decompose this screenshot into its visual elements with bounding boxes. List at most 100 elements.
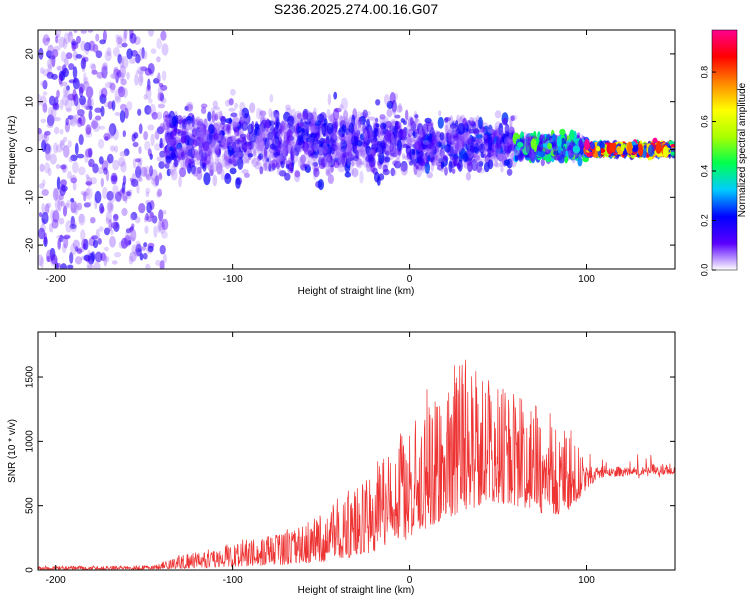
spectrogram-blob [264, 120, 269, 133]
spectrogram-blob [93, 261, 101, 269]
spectrogram-blob [356, 158, 363, 169]
spectrogram-blob [221, 154, 227, 161]
spectrogram-blob [212, 138, 219, 151]
spectrogram-blob [279, 128, 283, 135]
spectrogram-blob [47, 202, 52, 208]
spectrogram-blob [91, 63, 97, 72]
spectrogram-blob [107, 202, 113, 212]
spectrogram-blob [138, 146, 142, 155]
spectrogram-blob [153, 78, 160, 84]
spectrogram-blob [317, 179, 324, 191]
spectrogram-blob [124, 107, 129, 119]
spectrogram-blob [67, 31, 73, 43]
spectrogram-blob [159, 150, 166, 158]
spectrogram-blob [203, 172, 211, 186]
spectrogram-blob [197, 148, 202, 159]
spectrogram-blob [633, 146, 639, 153]
spectrogram-blob [143, 94, 148, 100]
spectrogram-blob [46, 71, 54, 79]
spectrogram-blob [55, 35, 59, 44]
spectrogram-blob [237, 150, 244, 160]
spectrogram-blob [165, 116, 170, 129]
spectrogram-blob [83, 81, 90, 89]
spectrogram-blob [68, 63, 75, 71]
spectrogram-blob [139, 252, 144, 261]
spectrogram-blob [389, 142, 394, 153]
spectrogram-blob [457, 163, 461, 169]
spectrogram-blob [78, 213, 85, 224]
spectrogram-blob [268, 108, 273, 118]
spectrogram-blob [147, 124, 155, 131]
spectrogram-blob [64, 98, 73, 112]
spectrogram-blob [55, 164, 61, 169]
spectrogram-blob [87, 97, 92, 109]
spectrogram-blob [291, 146, 296, 158]
spectrogram-blob [475, 162, 483, 173]
spectrogram-blob [155, 259, 161, 266]
spectrogram-blob [270, 110, 278, 123]
spectrogram-blob [113, 47, 120, 57]
spectrogram-blob [226, 136, 231, 142]
spectrogram-blob [306, 160, 311, 169]
spectrogram-blob [54, 198, 61, 211]
spectrogram-blob [478, 116, 483, 130]
spectrogram-blob [132, 141, 139, 148]
spectrogram-blob [280, 142, 287, 154]
spectrogram-blob [147, 245, 154, 253]
spectrogram-blob [164, 127, 173, 133]
spectrogram-blob [237, 137, 245, 143]
spectrogram-blob [106, 47, 112, 57]
spectrogram-blob [360, 149, 367, 159]
spectrogram-blob [129, 57, 137, 64]
spectrogram-blob [120, 237, 129, 249]
spectrogram-blob [70, 200, 77, 213]
spectrogram-blob [157, 92, 164, 102]
spectrogram-blob [354, 136, 359, 144]
spectrogram-blob [221, 142, 229, 150]
spectrogram-blob [59, 139, 65, 146]
spectrogram-blob [590, 141, 594, 149]
spectrogram-blob [358, 115, 366, 125]
spectrogram-blob [257, 128, 263, 135]
spectrogram-blob [114, 252, 122, 258]
spectrogram-blob [273, 138, 279, 146]
spectrogram-blob [85, 86, 94, 99]
spectrogram-blob [379, 114, 386, 120]
spectrogram-blob [327, 93, 332, 106]
spectrogram-blob [140, 166, 148, 177]
spectrogram-blob [214, 113, 219, 122]
spectrogram-blob [92, 239, 99, 249]
spectrogram-blob [298, 156, 304, 168]
spectrogram-blob [112, 184, 119, 194]
spectrogram-blob [486, 152, 492, 158]
spectrogram-blob [64, 202, 70, 208]
spectrogram-blob [285, 104, 291, 110]
spectrogram-blob [406, 133, 412, 145]
spectrogram-blob [92, 163, 99, 174]
spectrogram-blob [135, 158, 141, 163]
spectrogram-blob [444, 120, 452, 134]
spectrogram-blob [379, 124, 384, 133]
spectrogram-blob [102, 62, 108, 69]
spectrogram-blob [379, 117, 386, 124]
spectrogram-blob [275, 158, 283, 168]
spectrogram-blob [271, 162, 276, 171]
spectrogram-blob [310, 125, 318, 134]
spectrogram-blob [41, 139, 47, 152]
spectrogram-blob [126, 101, 133, 111]
spectrogram-blob [172, 128, 177, 136]
spectrogram-blob [662, 146, 669, 158]
spectrogram-blob [48, 95, 56, 106]
spectrogram-blob [97, 238, 102, 245]
spectrogram-blob [457, 122, 465, 135]
spectrogram-blob [63, 145, 70, 158]
spectrogram-blob [39, 183, 45, 189]
spectrogram-blob [159, 244, 166, 255]
spectrogram-blob [177, 147, 186, 153]
spectrogram-blob [83, 72, 87, 85]
spectrogram-blob [170, 130, 175, 140]
spectrogram-blob [64, 57, 69, 66]
spectrogram-blob [125, 228, 132, 241]
spectrogram-blob [103, 101, 111, 108]
